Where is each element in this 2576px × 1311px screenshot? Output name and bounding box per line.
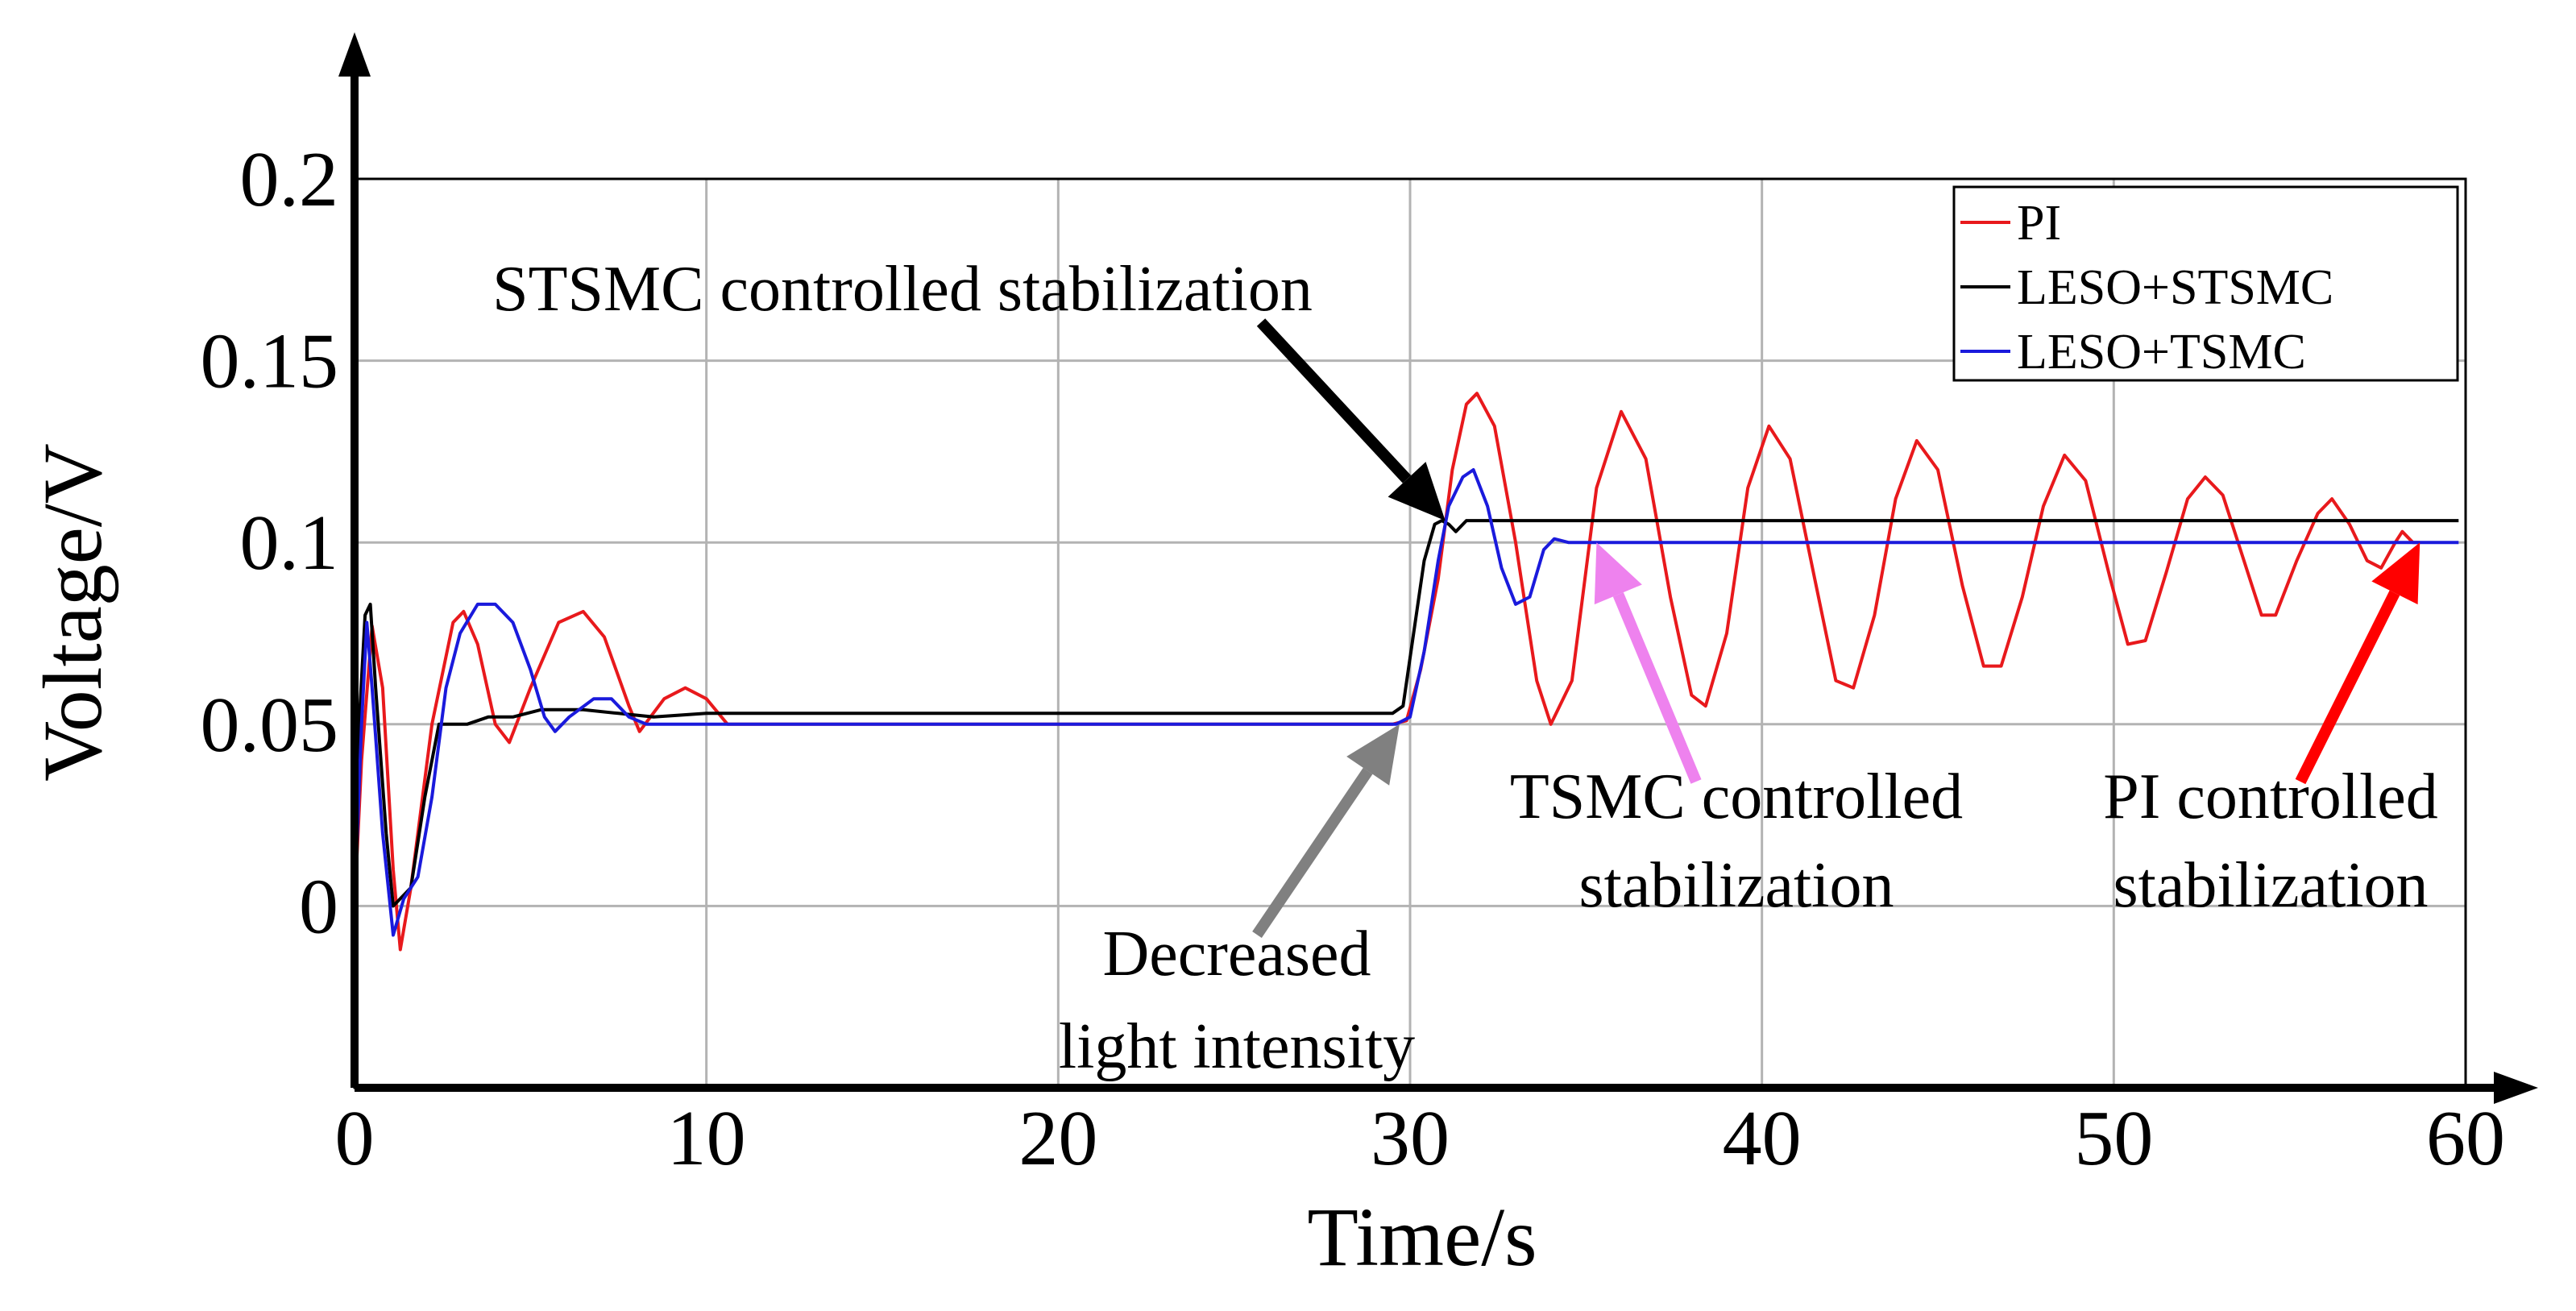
- series-line-pi: [353, 392, 2420, 952]
- legend-label: PI: [2017, 196, 2061, 251]
- annotation-text: Decreased: [1102, 919, 1371, 989]
- x-tick-label: 30: [1371, 1095, 1450, 1182]
- annotation-arrowhead: [2371, 542, 2420, 605]
- series-line-leso-stsmc: [353, 519, 2459, 908]
- x-tick-label: 60: [2426, 1095, 2505, 1182]
- annotation-arrow-shaft: [1256, 318, 1412, 483]
- y-axis-title: Voltage/V: [27, 443, 119, 782]
- annotation-text: stabilization: [1578, 850, 1894, 921]
- annotation-arrowhead: [1388, 462, 1446, 521]
- x-tick-label: 20: [1018, 1095, 1097, 1182]
- x-axis-arrowhead: [2494, 1072, 2538, 1104]
- y-tick-label: 0.15: [201, 318, 339, 405]
- annotation-text: STSMC controlled stabilization: [492, 254, 1313, 325]
- annotation-text: PI controlled: [2103, 761, 2437, 832]
- series-layer: [353, 392, 2459, 952]
- x-axis-title: Time/s: [1307, 1191, 1537, 1284]
- series-line-leso-tsmc: [353, 468, 2459, 937]
- y-tick-label: 0.1: [240, 500, 339, 587]
- annotations: STSMC controlled stabilization Decreased l…: [492, 254, 2438, 1082]
- annotation-arrowhead: [1346, 724, 1400, 786]
- legend-label: LESO+STSMC: [2017, 260, 2333, 315]
- annotation-text: stabilization: [2113, 850, 2428, 921]
- annotation-arrow-shaft: [2295, 590, 2400, 785]
- tick-labels: 0 10 20 30 40 50 60 0 0.05 0.1 0.15 0.2: [201, 136, 2506, 1182]
- y-tick-label: 0.05: [201, 682, 339, 769]
- y-axis-arrowhead: [338, 32, 371, 77]
- axes: [338, 32, 2538, 1104]
- x-tick-label: 10: [667, 1095, 746, 1182]
- annotation-arrow-shaft: [1612, 592, 1702, 784]
- legend-box: [1952, 185, 2459, 382]
- y-tick-label: 0.2: [240, 136, 339, 223]
- legend: PI LESO+STSMC LESO+TSMC: [1952, 185, 2459, 382]
- x-tick-label: 0: [335, 1095, 375, 1182]
- annotation-text: light intensity: [1059, 1011, 1415, 1082]
- x-tick-label: 40: [1723, 1095, 1802, 1182]
- annotation-arrow-shaft: [1252, 767, 1373, 938]
- y-tick-label: 0: [299, 863, 338, 950]
- legend-label: LESO+TSMC: [2017, 325, 2306, 380]
- x-tick-label: 50: [2074, 1095, 2153, 1182]
- annotation-arrowhead: [1594, 542, 1642, 605]
- annotation-text: TSMC controlled: [1510, 761, 1963, 832]
